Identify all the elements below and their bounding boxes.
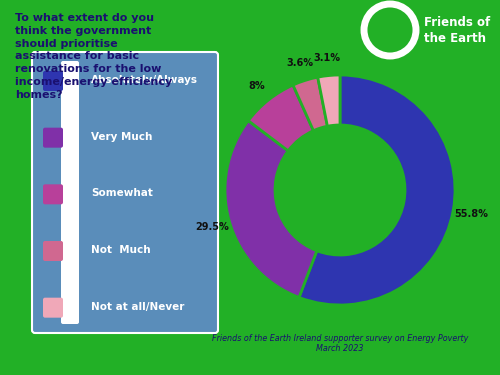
- Wedge shape: [225, 121, 317, 297]
- Text: 29.5%: 29.5%: [196, 222, 229, 232]
- Wedge shape: [293, 77, 328, 130]
- Text: 3.1%: 3.1%: [314, 53, 340, 63]
- Text: To what extent do you
think the government
should prioritise
assistance for basi: To what extent do you think the governme…: [15, 13, 172, 100]
- Text: Friends of the Earth Ireland supporter survey on Energy Poverty
March 2023: Friends of the Earth Ireland supporter s…: [212, 334, 468, 353]
- FancyBboxPatch shape: [32, 52, 218, 333]
- Text: Friends of
the Earth: Friends of the Earth: [424, 15, 490, 45]
- FancyBboxPatch shape: [43, 241, 63, 261]
- Wedge shape: [318, 75, 340, 126]
- Text: Absolutely/Always: Absolutely/Always: [91, 75, 198, 85]
- Text: Very Much: Very Much: [91, 132, 152, 142]
- FancyBboxPatch shape: [43, 298, 63, 318]
- FancyBboxPatch shape: [43, 71, 63, 91]
- Text: Not at all/Never: Not at all/Never: [91, 302, 184, 312]
- Text: 8%: 8%: [249, 81, 266, 91]
- Text: 3.6%: 3.6%: [286, 58, 313, 68]
- Text: Somewhat: Somewhat: [91, 188, 153, 198]
- FancyBboxPatch shape: [61, 61, 79, 324]
- Wedge shape: [299, 75, 455, 305]
- Text: Not  Much: Not Much: [91, 245, 150, 255]
- FancyBboxPatch shape: [43, 128, 63, 148]
- Wedge shape: [248, 85, 314, 151]
- FancyBboxPatch shape: [43, 184, 63, 204]
- Text: 55.8%: 55.8%: [454, 209, 488, 219]
